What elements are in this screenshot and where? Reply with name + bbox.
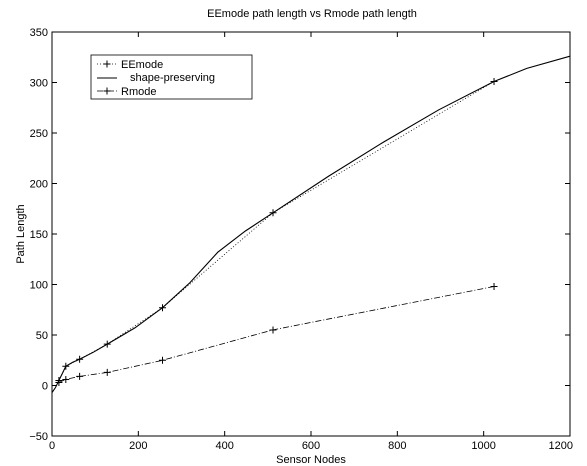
x-tick-label: 1200 [549, 440, 573, 452]
x-tick-label: 600 [302, 440, 320, 452]
x-axis-title: Sensor Nodes [276, 454, 346, 466]
y-tick-label: 350 [30, 27, 48, 39]
x-tick-label: 400 [215, 440, 233, 452]
legend-label-shape-preserving: shape-preserving [130, 72, 215, 84]
y-tick-label: 200 [30, 179, 48, 191]
legend-label-eemode: EEmode [121, 59, 163, 71]
chart-title: EEmode path length vs Rmode path length [207, 8, 417, 20]
y-axis: −50 0 50 100 150 200 250 300 350 [29, 27, 570, 443]
data-point-rmode [269, 326, 277, 334]
data-point-rmode [76, 372, 84, 380]
y-axis-title: Path Length [15, 204, 27, 263]
y-tick-label: 250 [30, 128, 48, 140]
x-tick-label: 800 [388, 440, 406, 452]
data-point-rmode [62, 375, 70, 383]
y-tick-label: 150 [30, 229, 48, 241]
data-point-rmode [55, 378, 63, 386]
legend-label-rmode: Rmode [121, 86, 156, 98]
series-layer [51, 55, 571, 393]
data-point-rmode [159, 356, 167, 364]
data-point-rmode [103, 368, 111, 376]
y-tick-label: 50 [36, 330, 48, 342]
legend-marker-eemode [103, 60, 111, 68]
y-tick-label: 0 [42, 381, 48, 393]
legend-marker-rmode [103, 87, 111, 95]
x-tick-label: 200 [129, 440, 147, 452]
x-tick-label: 1000 [471, 440, 495, 452]
data-point-rmode [490, 283, 498, 291]
y-tick-label: −50 [29, 431, 48, 443]
series-line-shape-preserving [51, 55, 571, 393]
x-tick-label: 0 [49, 440, 55, 452]
x-axis: 0 200 400 600 800 1000 1200 [49, 32, 573, 452]
y-tick-label: 100 [30, 280, 48, 292]
legend: EEmode shape-preserving Rmode [90, 54, 253, 100]
legend-box [90, 54, 253, 100]
y-tick-label: 300 [30, 78, 48, 90]
